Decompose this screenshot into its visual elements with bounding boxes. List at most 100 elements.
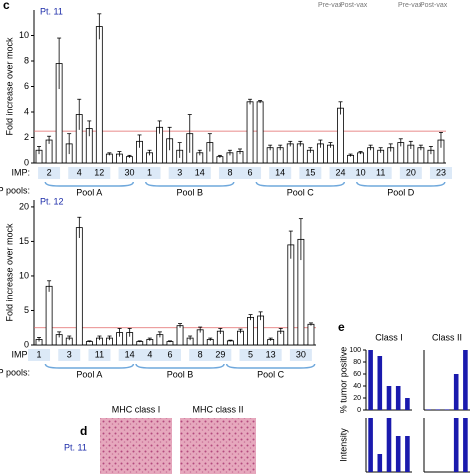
bar xyxy=(377,454,383,472)
bar xyxy=(453,418,459,472)
bar xyxy=(463,350,468,410)
pool-bracket xyxy=(135,363,225,369)
y-tick-label: 8 xyxy=(24,55,29,65)
bar xyxy=(337,107,344,164)
imp-box xyxy=(88,167,111,179)
imp-box xyxy=(239,349,262,361)
imp-box xyxy=(158,349,181,361)
bar xyxy=(95,26,103,164)
imp-box xyxy=(299,167,322,179)
pool-bracket xyxy=(225,363,316,369)
pool-bracket xyxy=(44,181,135,187)
bar xyxy=(377,356,383,410)
y-tick-label: 20 xyxy=(19,201,29,211)
imp-label: 29 xyxy=(215,349,225,359)
y-tick-label: 20 xyxy=(353,395,361,402)
imp-box xyxy=(168,167,191,179)
imp-label: 1 xyxy=(37,349,42,359)
pool-label: Pool A xyxy=(76,187,102,197)
chart-title: Class I xyxy=(375,332,403,342)
bar xyxy=(246,101,254,164)
pool-label: Pool A xyxy=(76,369,102,379)
imp-box xyxy=(369,167,392,179)
imp-label: 11 xyxy=(95,349,104,359)
y-tick-label: 100 xyxy=(349,347,361,354)
row-label: Pt. 11 xyxy=(64,442,87,452)
y-tick-label: 2 xyxy=(24,132,29,142)
bar xyxy=(327,144,334,164)
imp-box xyxy=(118,349,141,361)
y-axis-label: Intensity xyxy=(338,428,348,462)
panel-label: d xyxy=(80,424,87,438)
panel-label: c xyxy=(3,0,10,12)
row-label: IMP: xyxy=(11,167,30,177)
vax-label: Post-vax xyxy=(420,2,448,9)
imp-label: 6 xyxy=(167,349,172,359)
imp-box xyxy=(259,349,282,361)
imp-label: 4 xyxy=(77,167,82,177)
imp-box xyxy=(38,167,61,179)
imp-label: 3 xyxy=(67,349,72,359)
bar xyxy=(435,409,441,410)
chart-title: Pt. 12 xyxy=(40,196,64,206)
imp-label: 15 xyxy=(305,167,315,177)
imp-box xyxy=(189,349,212,361)
bar xyxy=(247,316,254,346)
imp-label: 13 xyxy=(266,349,276,359)
imp-box xyxy=(329,167,352,179)
imp-label: 8 xyxy=(227,167,232,177)
pool-label: Pool D xyxy=(387,187,415,197)
bar xyxy=(386,386,392,410)
vax-label: Pre-vax xyxy=(318,2,343,9)
row-label: IMP: xyxy=(11,349,30,359)
row-label: ASP pools: xyxy=(0,185,30,195)
imp-label: 5 xyxy=(248,349,253,359)
y-tick-label: 4 xyxy=(24,106,29,116)
imp-box xyxy=(239,167,262,179)
image-title: MHC class II xyxy=(192,404,243,414)
y-tick-label: 80 xyxy=(353,359,361,366)
imp-label: 4 xyxy=(147,349,152,359)
bar xyxy=(395,436,401,472)
imp-label: 3 xyxy=(177,167,182,177)
row-label: ASP pools: xyxy=(0,367,30,377)
imp-label: 23 xyxy=(436,167,446,177)
imp-box xyxy=(209,349,232,361)
vax-label: Pre-vax xyxy=(398,2,423,9)
vax-label: Post-vax xyxy=(340,2,368,9)
bar xyxy=(444,409,450,410)
y-tick-label: 40 xyxy=(353,383,361,390)
bar xyxy=(257,315,265,346)
image-title: MHC class I xyxy=(112,404,161,414)
bar xyxy=(357,152,365,164)
imp-box xyxy=(429,167,452,179)
imp-label: 11 xyxy=(376,167,385,177)
imp-box xyxy=(218,167,241,179)
y-tick-label: 60 xyxy=(353,371,361,378)
y-tick-label: 15 xyxy=(19,236,29,246)
bar xyxy=(395,386,401,410)
bar xyxy=(287,244,295,346)
bar xyxy=(256,101,264,164)
imp-box xyxy=(28,349,51,361)
y-tick-label: 10 xyxy=(19,270,29,280)
imp-box xyxy=(138,349,161,361)
y-tick-label: 0 xyxy=(24,157,29,167)
imp-box xyxy=(289,349,312,361)
y-tick-label: 5 xyxy=(24,305,29,315)
y-axis-label: Fold increase over mock xyxy=(4,37,14,136)
tissue-image xyxy=(100,418,172,474)
imp-box xyxy=(138,167,161,179)
imp-label: 14 xyxy=(195,167,205,177)
pool-bracket xyxy=(44,363,135,369)
imp-label: 24 xyxy=(335,167,345,177)
y-tick-label: 10 xyxy=(19,30,29,40)
panel-label: e xyxy=(338,320,345,334)
imp-label: 14 xyxy=(275,167,285,177)
chart-title: Class II xyxy=(432,332,462,342)
imp-box xyxy=(349,167,372,179)
imp-box xyxy=(269,167,292,179)
imp-box xyxy=(188,167,211,179)
imp-label: 20 xyxy=(406,167,416,177)
